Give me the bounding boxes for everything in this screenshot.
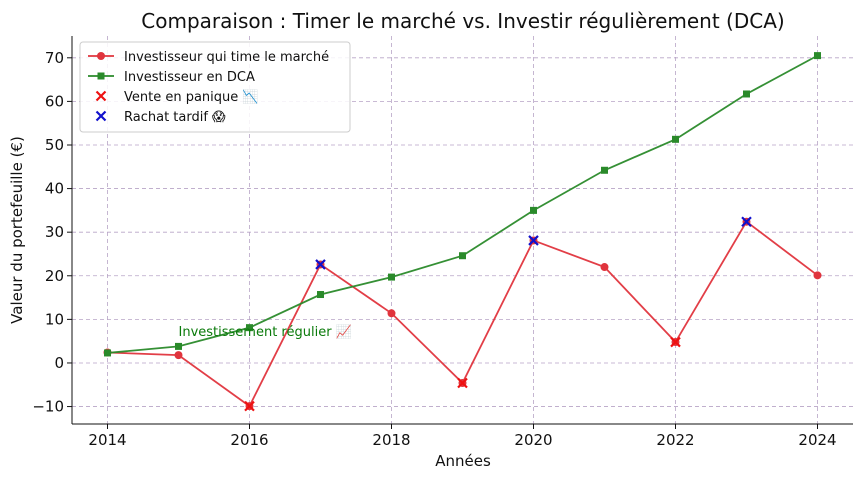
- x-tick-label: 2018: [372, 431, 410, 449]
- axes: 2014 2016 2018 2020 2022 2024 −10 0 10 20 30 40 50 60…: [32, 36, 853, 449]
- x-axis-label: Années: [435, 452, 491, 470]
- series-1-point: [246, 324, 253, 332]
- series-1-point: [388, 273, 395, 281]
- series-1-point: [175, 342, 182, 350]
- y-tick-label: 70: [45, 49, 64, 67]
- legend-box: [79, 41, 351, 133]
- y-tick-label: 40: [45, 180, 64, 198]
- x-tick-label: 2014: [88, 431, 126, 449]
- y-tick-label: 10: [45, 310, 64, 328]
- event-1-marker: [315, 259, 326, 270]
- event-0-marker-stroke: [457, 377, 468, 389]
- series-line-0: [107, 220, 819, 408]
- event-0-marker: [244, 400, 255, 412]
- y-tick-label: 0: [54, 354, 64, 372]
- y-tick-label: 30: [45, 223, 64, 241]
- y-axis-label: Valeur du portefeuille (€): [8, 136, 26, 324]
- event-0-marker: [457, 377, 468, 389]
- y-tick-label: −10: [32, 398, 64, 416]
- legend-marker-swatch: [95, 90, 107, 102]
- y-tick-label: 20: [45, 267, 64, 285]
- x-tick-label: 2024: [798, 431, 836, 449]
- legend-marker-swatch: [95, 110, 107, 122]
- event-1-marker: [528, 235, 539, 246]
- annotations: Investissement régulier 📈: [179, 324, 352, 340]
- legend-marker-swatch: [97, 52, 105, 60]
- chart-title: Comparaison : Timer le marché vs. Invest…: [141, 9, 784, 33]
- legend-label: Investisseur qui time le marché: [124, 50, 329, 65]
- event-0-marker-stroke: [670, 336, 681, 348]
- legend-marker-swatch: [97, 72, 105, 80]
- annotation-text: Investissement régulier 📈: [179, 324, 352, 340]
- series-1-point: [104, 349, 111, 357]
- event-0-marker-stroke: [244, 400, 255, 412]
- event-0-marker: [670, 336, 681, 348]
- legend-label: Rachat tardif 😱: [124, 110, 226, 125]
- legend-marker-swatch-stroke: [95, 90, 107, 102]
- series-1-point: [672, 135, 679, 143]
- series-1-point: [814, 52, 821, 60]
- series-0-point: [174, 351, 183, 360]
- event-1-marker-stroke: [528, 235, 539, 246]
- series-0-point: [813, 271, 822, 280]
- series-1-point: [601, 166, 608, 174]
- series-1-point: [459, 252, 466, 260]
- series-layer: [103, 52, 822, 412]
- series-0-point: [387, 309, 396, 318]
- series-1-point: [530, 206, 537, 214]
- y-tick-label: 50: [45, 136, 64, 154]
- event-1-marker-stroke: [315, 259, 326, 270]
- series-1-point: [743, 90, 750, 98]
- legend-marker-swatch-stroke: [95, 110, 107, 122]
- event-1-marker-stroke: [741, 216, 752, 227]
- series-1-point: [317, 291, 324, 299]
- event-1-marker: [741, 216, 752, 227]
- x-tick-label: 2020: [514, 431, 552, 449]
- legend-label: Vente en panique 📉: [124, 89, 259, 105]
- series-0-point: [600, 263, 609, 272]
- y-tick-label: 60: [45, 92, 64, 110]
- legend-label: Investisseur en DCA: [124, 70, 255, 85]
- x-tick-label: 2016: [230, 431, 268, 449]
- x-tick-label: 2022: [656, 431, 694, 449]
- legend: Investisseur qui time le marché Investiss…: [79, 41, 351, 133]
